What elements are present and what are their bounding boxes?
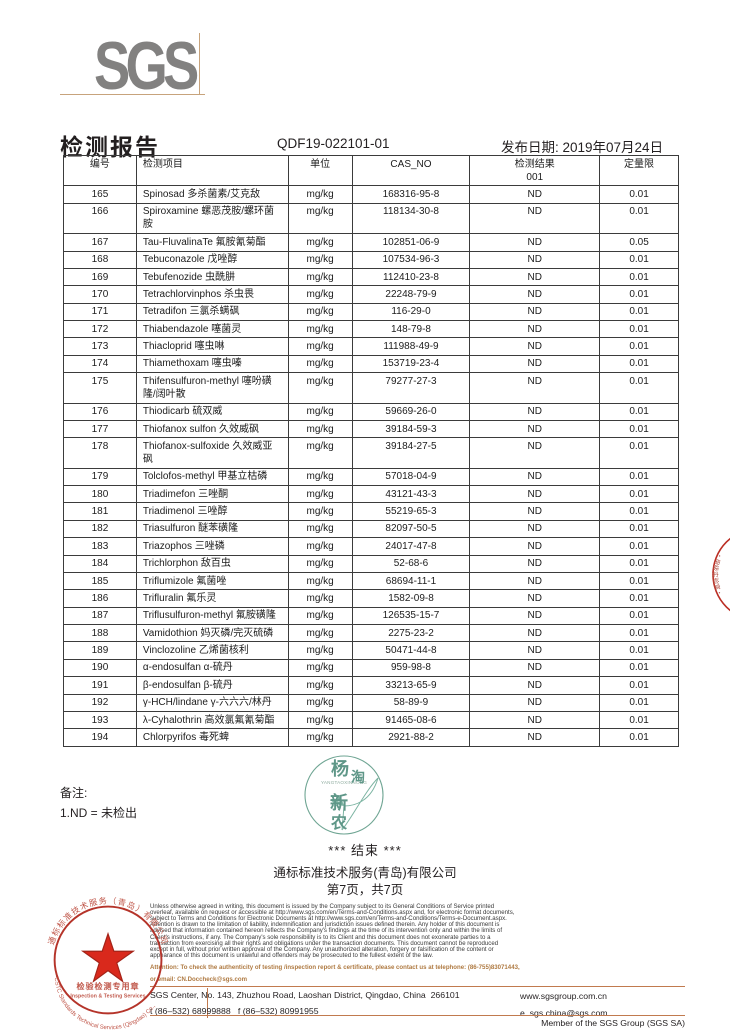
svg-text:检验检测专用章: 检验检测专用章 xyxy=(76,981,139,991)
svg-text:Inspection & Testing Services: Inspection & Testing Services xyxy=(70,993,145,999)
svg-text:农: 农 xyxy=(330,813,347,832)
svg-text:新: 新 xyxy=(330,792,348,813)
svg-text:・甲级实验室・: ・甲级实验室・ xyxy=(711,551,723,598)
svg-text:杨: 杨 xyxy=(331,758,349,779)
svg-text:淘: 淘 xyxy=(351,769,365,786)
